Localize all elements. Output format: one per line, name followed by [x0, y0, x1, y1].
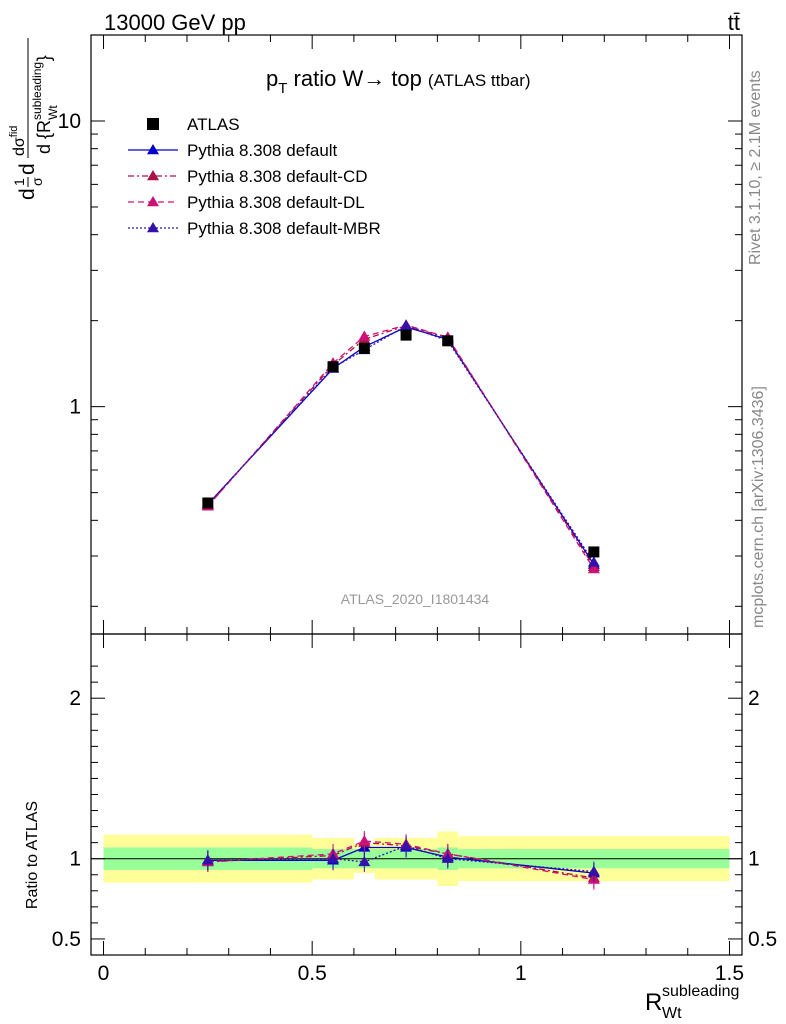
x-tick-label: 1 — [515, 962, 527, 985]
legend-marker-default_cd — [147, 170, 159, 181]
chart-title: pT ratio W→ top (ATLAS ttbar) — [266, 66, 531, 97]
data-point — [358, 342, 370, 354]
ratio-line-default_mbr — [207, 845, 594, 873]
ylabel-part-close: } — [34, 55, 54, 61]
ylabel-part-1: 1 — [11, 178, 27, 186]
series-point-default_dl — [587, 563, 600, 574]
analysis-label: ATLAS_2020_I1801434 — [341, 591, 490, 607]
ratio-point-default_mbr — [441, 852, 454, 863]
legend-label-atlas: ATLAS — [187, 115, 240, 134]
series-line-default — [207, 326, 595, 565]
ratio-frame — [90, 633, 743, 956]
process-label: tt̄ — [728, 10, 740, 35]
ratio-line-default — [207, 846, 594, 874]
legend-marker-default_mbr — [147, 222, 159, 233]
svg-text:d: d — [16, 163, 39, 175]
ratio-y-tick-label: 0.5 — [52, 928, 81, 951]
series-point-default_mbr — [400, 319, 413, 330]
ylabel-part-dR: d {R — [34, 120, 54, 154]
ylabel-part-d2: d — [16, 163, 39, 175]
svg-text:subleading: subleading — [662, 983, 739, 1000]
xlabel-main: R — [645, 989, 662, 1016]
legend-label-default_cd: Pythia 8.308 default-CD — [187, 167, 368, 186]
x-tick-label: 0 — [98, 962, 110, 985]
ratio-line-default_dl — [207, 840, 594, 881]
data-point — [327, 361, 339, 373]
legend-label-default_dl: Pythia 8.308 default-DL — [187, 193, 365, 212]
y-tick-label: 1 — [69, 396, 81, 419]
svg-text:Wt: Wt — [662, 1005, 682, 1022]
series-point-default_dl — [358, 330, 371, 341]
ylabel-part-d: d — [16, 188, 39, 200]
svg-text:1: 1 — [11, 178, 27, 186]
energy-label: 13000 GeV pp — [104, 10, 246, 35]
ratio-ylabel: Ratio to ATLAS — [24, 801, 41, 909]
xlabel-sub: Wt — [662, 1005, 682, 1022]
ratio-point-default_mbr — [327, 852, 340, 863]
ratio-line-default_cd — [207, 841, 594, 879]
ratio-y-tick-label-right: 0.5 — [748, 928, 777, 951]
ratio-y-tick-label: 2 — [69, 687, 81, 710]
ratio-point-default_mbr — [358, 855, 371, 867]
site-label: mcplots.cern.ch [arXiv:1306.3436] — [750, 386, 767, 628]
x-tick-label: 0.5 — [298, 962, 327, 985]
ylabel-part-Wt: Wt — [46, 105, 60, 120]
ylabel-part-dsigma: dσ — [11, 137, 28, 156]
svg-text:dσfid: dσfid — [8, 126, 28, 156]
data-point — [400, 329, 412, 341]
xlabel: R — [645, 989, 662, 1016]
legend-label-default_mbr: Pythia 8.308 default-MBR — [187, 219, 381, 238]
main-ylabel: d 1 σ d dσfid d {Rsubleading Wt} — [8, 38, 60, 200]
series-line-default_dl — [207, 324, 595, 570]
ratio-point-default_dl — [358, 835, 371, 846]
legend-marker-atlas — [147, 118, 159, 130]
x-tick-label: 1.5 — [715, 962, 744, 985]
ratio-y-tick-label-right: 1 — [748, 848, 760, 871]
ratio-point-default_mbr — [587, 865, 600, 876]
svg-text:σ: σ — [29, 177, 45, 186]
chart-title-sub: T — [278, 80, 287, 97]
series-line-default_cd — [207, 325, 595, 568]
xlabel-sup: subleading — [662, 983, 739, 1000]
data-point — [442, 335, 454, 347]
data-point — [588, 546, 600, 558]
legend-label-default: Pythia 8.308 default — [187, 141, 338, 160]
ylabel-part-fid: fid — [8, 126, 20, 138]
series-point-default_mbr — [587, 556, 600, 567]
main-panel: 1 10 ATLAS Pythia 8.308 default Pythia 8.308… — [58, 34, 743, 635]
legend: ATLAS Pythia 8.308 default Pythia 8.308 de… — [128, 115, 381, 238]
ratio-y-tick-label-right: 2 — [748, 687, 760, 710]
chart-title-rest: ratio W→ top — [287, 66, 421, 91]
ratio-point-default_mbr — [400, 839, 413, 851]
ylabel-part-subleading: subleading — [30, 62, 44, 120]
chart-title-small: (ATLAS ttbar) — [428, 71, 531, 90]
ratio-panel: 0 0.5 1 1.50.5 0.51 12 2 — [52, 633, 777, 985]
rivet-label: Rivet 3.1.10, ≥ 2.1M events — [747, 70, 764, 265]
chart-title-main: p — [266, 66, 278, 91]
ylabel-part-sigma: σ — [29, 177, 45, 186]
ratio-y-tick-label: 1 — [69, 848, 81, 871]
ratio-point-default_mbr — [201, 854, 214, 865]
legend-marker-default — [147, 144, 159, 155]
series-line-default_mbr — [207, 325, 595, 563]
y-tick-label: 10 — [58, 110, 81, 133]
svg-text:d: d — [16, 188, 39, 200]
data-point — [202, 497, 214, 509]
legend-marker-default_dl — [147, 196, 159, 207]
